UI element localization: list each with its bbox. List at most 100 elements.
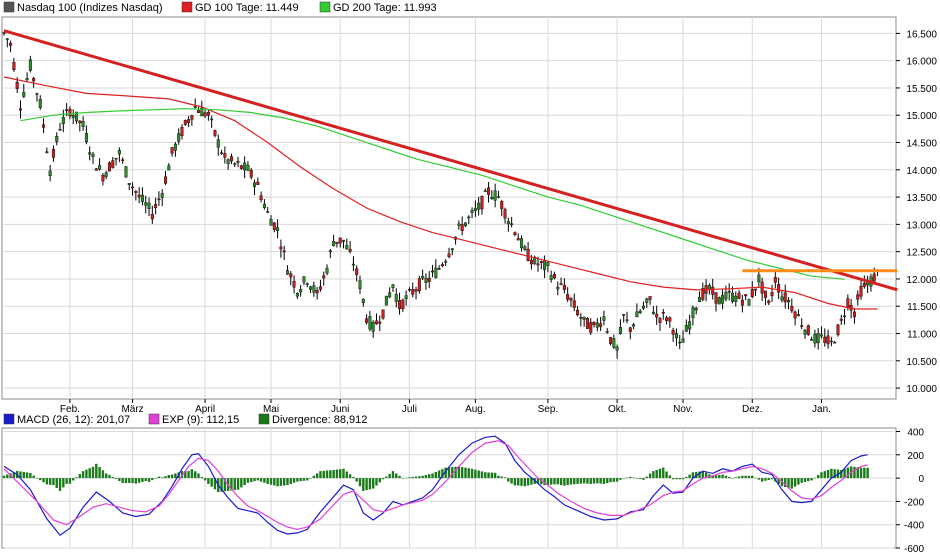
candle-up: [632, 324, 636, 327]
candle-down: [440, 264, 444, 267]
divergence-bar: [352, 476, 355, 479]
candle-up: [674, 333, 678, 339]
divergence-bar: [612, 478, 616, 482]
divergence-bar: [625, 477, 629, 479]
divergence-bar: [500, 476, 503, 479]
candle-down: [823, 336, 827, 343]
macd-plot-frame: [1, 427, 897, 549]
candle-down: [318, 286, 322, 290]
candle-up: [160, 193, 164, 198]
divergence-bar: [408, 477, 411, 479]
candle-down: [292, 281, 296, 288]
divergence-bar: [619, 478, 622, 480]
candle-down: [592, 321, 596, 325]
candle-down: [431, 270, 435, 273]
candle-down: [529, 259, 533, 265]
price-panel: 16.500 16.000 15.500 15.000 14.500 14.000 13.5…: [1, 16, 937, 415]
candle-down: [114, 157, 118, 160]
candle-up: [549, 275, 553, 280]
candle-down: [536, 263, 540, 266]
candle-down: [417, 278, 421, 292]
divergence-bar: [385, 476, 388, 479]
divergence-bar: [451, 467, 454, 479]
divergence-bar: [296, 478, 299, 482]
candle-down: [793, 311, 797, 319]
candle-up: [595, 322, 599, 328]
candle-down: [648, 296, 652, 300]
candle-up: [638, 310, 642, 313]
candle-down: [480, 196, 484, 210]
divergence-bar: [675, 478, 678, 480]
legend-swatch-gd100: [181, 1, 193, 13]
divergence-bar: [355, 478, 358, 482]
divergence-bar: [563, 478, 566, 486]
divergence-bar: [688, 474, 691, 479]
candle-down: [447, 253, 451, 258]
candle-down: [374, 320, 378, 325]
divergence-bar: [319, 471, 322, 479]
divergence-bar: [493, 472, 497, 479]
divergence-bar: [678, 478, 681, 480]
candle-down: [487, 187, 491, 195]
candle-down: [15, 81, 19, 89]
candle-up: [285, 270, 289, 275]
candle-up: [816, 333, 820, 344]
candle-up: [810, 339, 814, 341]
divergence-bar: [444, 467, 447, 479]
divergence-bar: [652, 471, 655, 479]
divergence-bar: [513, 478, 517, 486]
candle-up: [833, 342, 837, 344]
exp-signal-line: [3, 440, 868, 531]
divergence-bar: [658, 468, 662, 479]
candle-down: [259, 195, 263, 200]
divergence-bar: [602, 478, 606, 484]
divergence-bar: [662, 467, 665, 479]
candle-up: [582, 316, 586, 320]
candle-down: [767, 300, 771, 304]
candle-up: [147, 202, 151, 209]
candle-up: [140, 194, 144, 202]
divergence-bar: [573, 478, 576, 485]
candle-up: [216, 139, 220, 148]
divergence-bar: [233, 478, 236, 491]
divergence-bar: [556, 478, 559, 485]
candle-up: [493, 190, 497, 201]
divergence-bar: [42, 478, 45, 483]
candle-up: [305, 283, 309, 285]
divergence-bar: [414, 476, 418, 479]
legend-swatch-exp: [148, 413, 160, 425]
price-x-tick-label: Nov.: [673, 404, 693, 415]
divergence-bar: [91, 466, 95, 479]
price-x-tick-label: Mai: [263, 404, 279, 415]
candle-down: [852, 311, 856, 318]
divergence-bar: [154, 478, 157, 479]
divergence-bar: [250, 478, 253, 482]
candle-down: [770, 292, 774, 296]
price-y-axis: 16.500 16.000 15.500 15.000 14.500 14.000 13.5…: [896, 29, 937, 395]
candle-down: [183, 120, 187, 125]
divergence-bar: [223, 478, 227, 492]
candle-down: [727, 291, 731, 293]
divergence-bar: [464, 467, 467, 479]
price-y-tick-label: 13.500: [906, 193, 937, 204]
price-x-tick-label: Feb.: [60, 404, 80, 415]
candle-up: [276, 227, 280, 231]
divergence-bar: [65, 478, 68, 484]
divergence-bar: [606, 478, 609, 484]
candle-down: [839, 318, 843, 321]
candle-up: [384, 295, 388, 306]
divergence-bar: [685, 476, 688, 479]
candle-down: [671, 329, 675, 335]
divergence-bar: [490, 472, 494, 479]
legend-swatch-macd: [3, 413, 15, 425]
candle-up: [556, 286, 560, 290]
divergence-bar: [101, 470, 105, 479]
candle-down: [744, 294, 748, 297]
divergence-bar: [553, 478, 556, 485]
divergence-bar: [230, 478, 233, 491]
divergence-bar: [55, 478, 58, 488]
divergence-bar: [114, 478, 118, 479]
divergence-bar: [767, 478, 770, 481]
divergence-bar: [816, 474, 820, 479]
divergence-bar: [530, 478, 533, 485]
